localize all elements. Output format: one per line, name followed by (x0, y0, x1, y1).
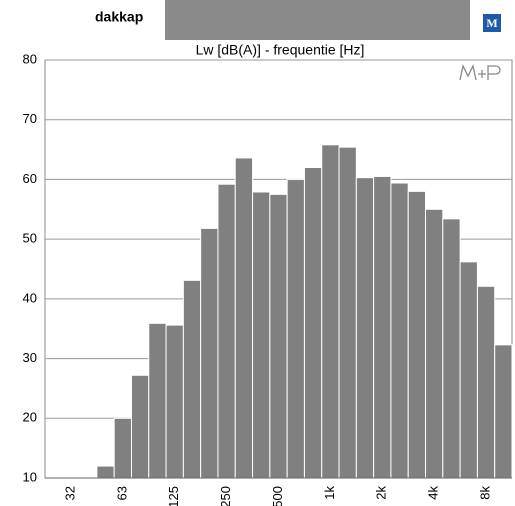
x-tick-label: 500 (270, 486, 285, 506)
header-title: dakkap (95, 9, 143, 25)
bar (459, 261, 478, 479)
bar (96, 465, 115, 479)
x-tick-label: 63 (114, 486, 129, 500)
y-tick-label: 60 (23, 171, 37, 186)
bar (130, 374, 150, 479)
brand-mark (459, 64, 501, 81)
bar (217, 183, 236, 479)
x-tick-label: 32 (62, 486, 77, 500)
x-tick-label: 4k (426, 486, 441, 500)
x-tick-label: 8k (477, 486, 492, 500)
bar (303, 166, 323, 479)
bar (425, 208, 444, 479)
y-tick-label: 30 (23, 350, 37, 365)
bar (442, 218, 461, 479)
bar (286, 178, 305, 479)
header-logo-text: M (486, 16, 497, 30)
bar (373, 175, 392, 479)
bar (476, 285, 496, 479)
bar (494, 344, 513, 479)
bar (113, 417, 132, 479)
x-tick-label: 125 (166, 486, 181, 506)
bar (182, 279, 202, 479)
bar (390, 182, 409, 479)
y-tick-label: 40 (23, 290, 37, 305)
y-tick-label: 50 (23, 231, 37, 246)
bar (338, 146, 357, 479)
chart-title: Lw [dB(A)] - frequentie [Hz] (196, 42, 365, 58)
bar (148, 322, 167, 479)
y-tick-label: 20 (23, 410, 37, 425)
bar (355, 177, 375, 479)
x-tick-label: 2k (374, 486, 389, 500)
y-tick-label: 80 (23, 51, 37, 66)
bar (165, 324, 184, 479)
header-bar (165, 0, 470, 40)
bar (200, 227, 219, 479)
bar (321, 144, 340, 479)
x-tick-label: 1k (322, 486, 337, 500)
header-logo (483, 14, 501, 32)
bar (234, 157, 254, 479)
x-tick-label: 250 (218, 486, 233, 506)
bar (407, 190, 427, 479)
y-tick-label: 10 (23, 469, 37, 484)
bar (252, 191, 271, 479)
y-tick-label: 70 (23, 111, 37, 126)
bar (269, 193, 288, 479)
